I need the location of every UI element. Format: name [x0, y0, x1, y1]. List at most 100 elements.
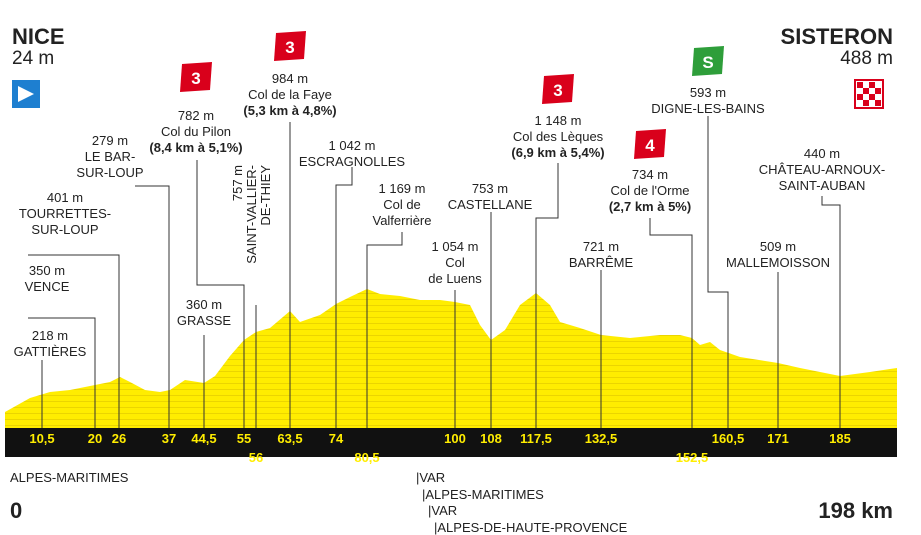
km-marker: 63,5	[277, 431, 302, 446]
leader-line	[335, 167, 353, 428]
start-altitude: 24 m	[12, 48, 54, 69]
point-label: (6,9 km à 5,4%)	[511, 145, 604, 160]
point-label: 757 m	[230, 165, 245, 201]
km-marker: 80,5	[354, 450, 379, 465]
elevation-profile	[5, 289, 897, 428]
km-marker: 37	[162, 431, 176, 446]
start-arrow	[18, 86, 34, 102]
point-label: 440 m	[804, 146, 840, 161]
leader-line	[28, 254, 120, 428]
point-label: 1 148 m	[535, 113, 582, 128]
region-label: ALPES-MARITIMES	[10, 470, 129, 485]
point-label: (2,7 km à 5%)	[609, 199, 691, 214]
finish-flag	[854, 79, 884, 109]
leader-line	[821, 196, 841, 428]
point-label: BARRÊME	[569, 255, 634, 270]
leader-line	[28, 317, 96, 428]
point-label: MALLEMOISSON	[726, 255, 830, 270]
point-label: Col	[445, 255, 465, 270]
km-marker: 55	[237, 431, 251, 446]
km-band	[5, 428, 897, 457]
category-badge	[274, 31, 306, 61]
finish-altitude: 488 m	[840, 48, 893, 69]
point-label: 721 m	[583, 239, 619, 254]
point-label: 218 m	[32, 328, 68, 343]
km-marker: 160,5	[712, 431, 745, 446]
point-label: DIGNE-LES-BAINS	[651, 101, 765, 116]
point-label: 753 m	[472, 181, 508, 196]
km-marker: 132,5	[585, 431, 618, 446]
region-label: |ALPES-MARITIMES	[422, 487, 544, 502]
point-label: 360 m	[186, 297, 222, 312]
point-label: CASTELLANE	[448, 197, 533, 212]
point-label: ESCRAGNOLLES	[299, 154, 406, 169]
km-marker: 10,5	[29, 431, 54, 446]
km-marker: 117,5	[520, 431, 552, 446]
point-label: 782 m	[178, 108, 214, 123]
finish-km: 198 km	[818, 498, 893, 523]
point-label: 350 m	[29, 263, 65, 278]
point-label: (5,3 km à 4,8%)	[243, 103, 336, 118]
km-marker: 108	[480, 431, 502, 446]
category-label: 3	[191, 69, 200, 88]
category-label: 3	[553, 81, 562, 100]
start-km: 0	[10, 498, 22, 523]
point-label: Valferrière	[372, 213, 431, 228]
point-label: de Luens	[428, 271, 482, 286]
km-marker: 185	[829, 431, 851, 446]
category-label: 3	[285, 38, 294, 57]
leader-line	[535, 163, 559, 428]
point-label: GATTIÈRES	[14, 344, 87, 359]
km-marker: 20	[88, 431, 102, 446]
point-label: GRASSE	[177, 313, 232, 328]
point-label: 1 169 m	[379, 181, 426, 196]
point-label: 734 m	[632, 167, 668, 182]
start-name: NICE	[12, 24, 65, 49]
point-label: Col de	[383, 197, 421, 212]
leader-line	[135, 185, 170, 428]
category-label: 4	[645, 136, 655, 155]
point-label: (8,4 km à 5,1%)	[149, 140, 242, 155]
point-label: 593 m	[690, 85, 726, 100]
km-marker: 152,5	[676, 450, 709, 465]
leader-line	[366, 232, 403, 428]
point-label: LE BAR-	[85, 149, 136, 164]
point-label: SAINT-VALLIER-	[244, 165, 259, 264]
point-label: VENCE	[25, 279, 70, 294]
leader-line	[707, 116, 729, 428]
point-label: 1 042 m	[329, 138, 376, 153]
point-label: SAINT-AUBAN	[779, 178, 866, 193]
category-badge	[542, 74, 574, 104]
km-marker: 26	[112, 431, 126, 446]
region-label: |VAR	[428, 503, 457, 518]
point-label: Col du Pilon	[161, 124, 231, 139]
leader-line	[196, 160, 245, 428]
km-marker: 171	[767, 431, 789, 446]
point-label: 279 m	[92, 133, 128, 148]
region-label: |ALPES-DE-HAUTE-PROVENCE	[434, 520, 628, 535]
km-marker: 74	[329, 431, 344, 446]
point-label: 509 m	[760, 239, 796, 254]
leader-line	[649, 218, 693, 428]
point-label: Col des Lèques	[513, 129, 604, 144]
finish-name: SISTERON	[781, 24, 893, 49]
category-badge	[180, 62, 212, 92]
point-label: TOURRETTES-	[19, 206, 111, 221]
km-marker: 100	[444, 431, 466, 446]
category-badge	[692, 46, 724, 76]
point-label: DE-THIEY	[258, 165, 273, 226]
point-label: 401 m	[47, 190, 83, 205]
region-label: |VAR	[416, 470, 445, 485]
point-label: 1 054 m	[432, 239, 479, 254]
point-label: SUR-LOUP	[31, 222, 98, 237]
category-label: S	[702, 53, 713, 72]
point-label: 984 m	[272, 71, 308, 86]
point-label: Col de la Faye	[248, 87, 332, 102]
point-label: CHÂTEAU-ARNOUX-	[759, 162, 885, 177]
category-badge	[634, 129, 666, 159]
km-marker: 56	[249, 450, 263, 465]
point-label: SUR-LOUP	[76, 165, 143, 180]
point-label: Col de l'Orme	[610, 183, 689, 198]
km-marker: 44,5	[191, 431, 216, 446]
